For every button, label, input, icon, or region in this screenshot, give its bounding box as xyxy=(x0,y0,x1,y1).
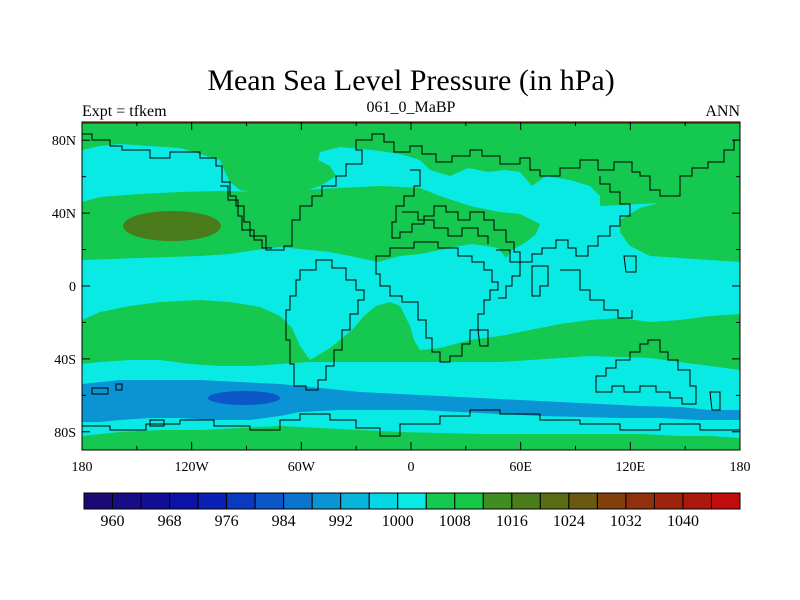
y-tick-label: 40S xyxy=(54,353,76,368)
x-tick-label: 120E xyxy=(616,460,646,475)
coastline-south-america xyxy=(285,259,365,391)
x-tick-label: 0 xyxy=(408,460,415,475)
y-tick-label: 80S xyxy=(54,426,76,441)
colorbar-swatch xyxy=(283,492,313,510)
coastline-mediterranean xyxy=(402,211,489,244)
pressure-field-north-atlantic-high xyxy=(82,186,540,262)
colorbar-swatch xyxy=(169,492,199,510)
colorbar-swatch xyxy=(197,492,228,510)
colorbar-swatch xyxy=(254,492,285,510)
colorbar-label: 968 xyxy=(158,513,182,530)
y-tick-label: 40N xyxy=(52,207,76,222)
pressure-field-south-polar xyxy=(82,426,740,450)
pressure-field-north-polar xyxy=(82,122,740,208)
x-axis: 180 120W 60W 0 60E 120E 180 xyxy=(72,122,751,475)
colorbar-swatch xyxy=(682,492,712,510)
pressure-field-southern-trough xyxy=(82,380,740,422)
experiment-label: Expt = tfkem xyxy=(82,103,167,120)
colorbar-swatch xyxy=(368,492,399,510)
colorbar-label: 992 xyxy=(329,513,353,530)
coastline-new-zealand xyxy=(709,391,721,411)
y-axis: 80N 40N 0 40S 80S xyxy=(52,134,740,441)
coastline-australia xyxy=(595,339,697,405)
colorbar-swatch xyxy=(511,492,541,510)
colorbar-label: 984 xyxy=(272,513,296,530)
coastline-north-america xyxy=(220,185,272,249)
colorbar-swatch xyxy=(482,492,513,510)
coastline-arabia-india xyxy=(496,249,549,299)
coastline-islands xyxy=(91,383,165,427)
colorbar-swatch xyxy=(311,492,342,510)
colorbar-swatch xyxy=(539,492,570,510)
colorbar-label: 976 xyxy=(215,513,239,530)
colorbar-label: 1032 xyxy=(610,513,642,530)
colorbar-swatch xyxy=(226,492,256,510)
pressure-field-north-high-core xyxy=(123,211,221,241)
colorbar-swatch xyxy=(568,492,598,510)
colorbar-swatch xyxy=(140,492,171,510)
pressure-map xyxy=(82,122,740,450)
colorbar-swatch xyxy=(454,492,484,510)
coastline-southeast-asia xyxy=(560,255,637,319)
colorbar-swatch xyxy=(83,492,114,510)
colorbar-label: 1024 xyxy=(553,513,585,530)
coastline-antarctica xyxy=(82,409,740,437)
pressure-field-north-pacific-high xyxy=(620,198,740,262)
continent-outlines xyxy=(82,133,740,437)
colorbar-label: 1008 xyxy=(439,513,471,530)
pressure-field-south-subtropical xyxy=(82,300,740,370)
x-tick-label: 120W xyxy=(175,460,210,475)
colorbar-swatch xyxy=(596,492,627,510)
x-tick-label: 180 xyxy=(730,460,751,475)
colorbar-label: 960 xyxy=(101,513,125,530)
coastline-europe-asia xyxy=(391,169,631,263)
y-tick-label: 0 xyxy=(69,280,76,295)
season-label: ANN xyxy=(705,103,740,120)
colorbar-label: 1016 xyxy=(496,513,528,530)
colorbar: 960 968 976 984 992 1000 1008 1016 1024 1032 1040 xyxy=(83,492,741,530)
x-tick-label: 180 xyxy=(72,460,93,475)
y-tick-label: 80N xyxy=(52,134,76,149)
colorbar-swatch xyxy=(625,492,655,510)
colorbar-swatch xyxy=(653,492,684,510)
colorbar-swatch xyxy=(340,492,370,510)
colorbar-swatch xyxy=(425,492,456,510)
time-label: 061_0_MaBP xyxy=(367,99,456,116)
x-tick-label: 60W xyxy=(288,460,316,475)
x-tick-label: 60E xyxy=(509,460,532,475)
colorbar-label: 1000 xyxy=(382,513,414,530)
coastline-north-landmass xyxy=(82,133,740,251)
coastline-madagascar xyxy=(477,329,489,347)
pressure-field-trough-core xyxy=(208,391,280,405)
colorbar-swatch xyxy=(397,492,427,510)
colorbar-label: 1040 xyxy=(667,513,699,530)
colorbar-swatch xyxy=(112,492,142,510)
colorbar-swatch xyxy=(710,492,741,510)
chart-title: Mean Sea Level Pressure (in hPa) xyxy=(207,64,614,97)
